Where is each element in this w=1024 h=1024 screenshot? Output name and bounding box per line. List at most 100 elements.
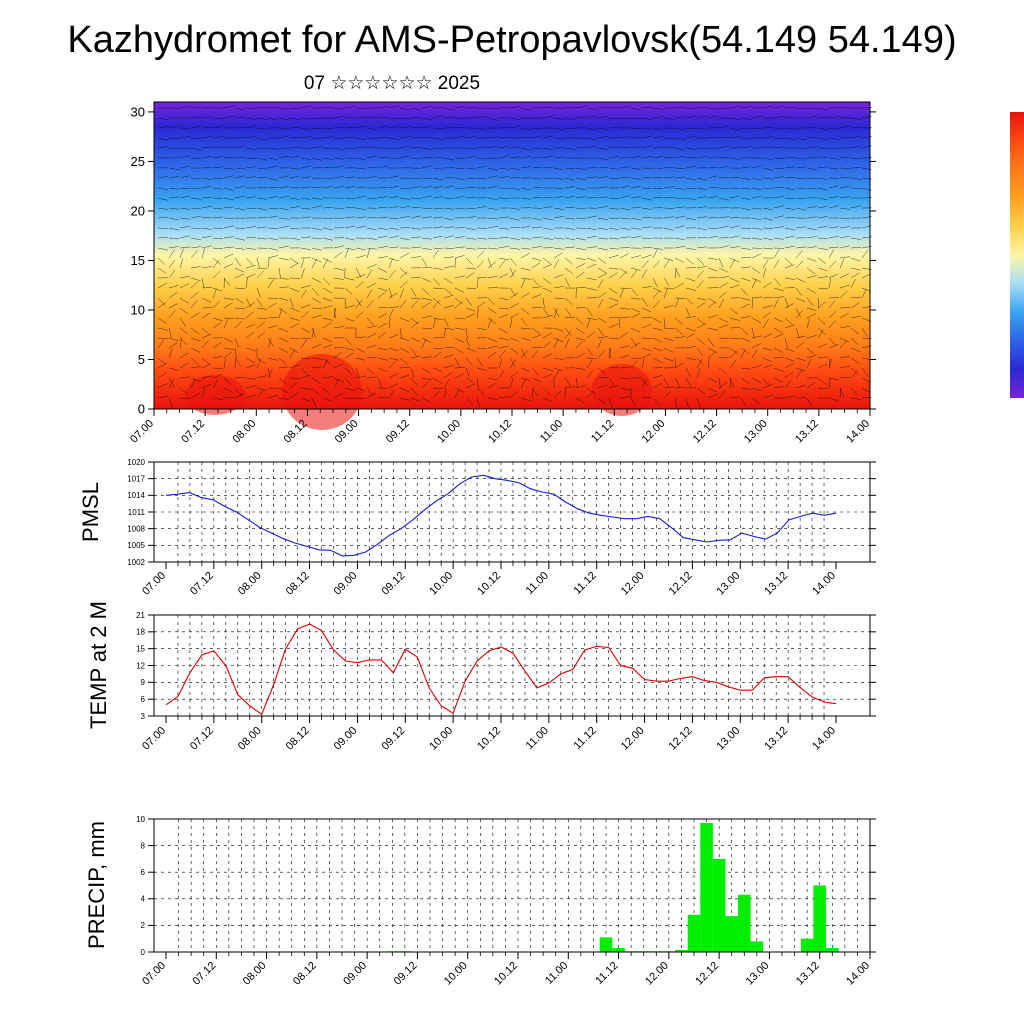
wind-barb xyxy=(520,350,528,359)
wind-barb xyxy=(839,337,850,343)
precip-bar xyxy=(712,858,726,952)
wind-barb xyxy=(762,167,773,171)
wind-barb xyxy=(839,235,850,239)
wind-barb xyxy=(652,156,663,159)
wind-barb xyxy=(366,289,373,299)
wind-barb xyxy=(509,217,520,221)
wind-barb xyxy=(784,395,795,399)
wind-barb xyxy=(289,257,299,265)
wind-barb xyxy=(553,177,564,180)
x-tick-label: 07.00 xyxy=(140,960,168,988)
wind-barb xyxy=(465,257,474,266)
wind-barb xyxy=(157,362,167,369)
wind-barb xyxy=(267,227,279,230)
wind-barb xyxy=(256,357,266,364)
wind-barb xyxy=(179,283,190,289)
wind-barb xyxy=(267,302,277,309)
wind-barb xyxy=(212,257,221,265)
x-tick-label: 10.12 xyxy=(475,570,503,598)
wind-barb xyxy=(421,237,432,240)
wind-barb xyxy=(850,145,861,149)
wind-barb xyxy=(685,187,696,190)
wind-barb xyxy=(674,206,685,209)
wind-barb xyxy=(795,307,801,318)
wind-barb xyxy=(487,307,497,314)
wind-barb xyxy=(399,299,407,309)
wind-barb xyxy=(267,165,278,169)
wind-barb xyxy=(311,357,322,360)
wind-barb xyxy=(674,187,685,190)
wind-barb xyxy=(795,385,806,389)
wind-barb xyxy=(740,297,751,301)
wind-barb xyxy=(201,155,212,159)
wind-barb xyxy=(597,377,609,379)
precip-bar xyxy=(725,916,738,952)
wind-barb xyxy=(619,217,630,220)
wind-barb xyxy=(388,206,399,209)
wind-barb xyxy=(608,366,619,369)
wind-barb xyxy=(487,275,498,279)
wind-barb xyxy=(641,187,653,189)
wind-barb xyxy=(366,237,377,240)
wind-barb xyxy=(399,374,410,379)
wind-barb xyxy=(520,267,531,271)
wind-barb xyxy=(663,156,675,159)
wind-barb xyxy=(377,117,389,119)
wind-barb xyxy=(421,216,432,219)
wind-barb xyxy=(806,107,818,109)
wind-barb xyxy=(333,126,344,129)
wind-barb xyxy=(355,247,366,251)
wind-barb xyxy=(608,316,620,319)
wind-barb xyxy=(597,247,608,251)
wind-barb xyxy=(399,281,408,289)
wind-barb xyxy=(762,347,773,351)
wind-barb xyxy=(641,117,652,120)
wind-barb xyxy=(707,115,718,119)
wind-barb xyxy=(443,379,450,389)
wind-barb xyxy=(487,261,496,269)
wind-barb xyxy=(509,247,520,250)
wind-barb xyxy=(179,246,191,249)
wind-barb xyxy=(795,166,806,169)
wind-barb xyxy=(674,225,685,229)
wind-barb xyxy=(322,397,333,402)
wind-barb xyxy=(498,137,510,139)
wind-barb xyxy=(553,369,560,379)
wind-barb xyxy=(212,259,220,269)
wind-barb xyxy=(399,197,410,200)
wind-barb xyxy=(784,363,795,369)
wind-barb xyxy=(685,177,696,181)
wind-barb xyxy=(553,167,564,171)
wind-barb xyxy=(509,187,520,190)
wind-barb xyxy=(597,176,608,179)
wind-barb xyxy=(300,327,311,333)
wind-barb xyxy=(234,185,245,189)
wind-barb xyxy=(410,147,422,149)
wind-barb xyxy=(377,313,388,319)
wind-barb xyxy=(509,147,521,149)
wind-barb xyxy=(762,187,773,190)
wind-barb xyxy=(487,237,499,240)
wind-barb xyxy=(575,286,587,289)
wind-barb xyxy=(828,344,839,349)
wind-barb xyxy=(641,254,652,259)
wind-barb xyxy=(509,391,518,399)
wind-barb xyxy=(586,387,596,394)
wind-barb xyxy=(289,107,301,109)
x-tick-label: 07.12 xyxy=(179,418,207,446)
wind-barb xyxy=(157,327,168,331)
wind-barb xyxy=(751,317,761,324)
wind-barb xyxy=(388,125,399,129)
wind-barb xyxy=(740,397,747,407)
wind-barb xyxy=(388,227,399,230)
wind-barb xyxy=(355,225,366,229)
wind-barb xyxy=(773,333,784,339)
wind-barb xyxy=(432,347,444,350)
wind-barb xyxy=(311,205,322,209)
wind-barb xyxy=(300,157,311,160)
wind-barb xyxy=(630,342,640,349)
wind-barb xyxy=(773,296,784,299)
wind-barb xyxy=(773,385,784,389)
wind-barb xyxy=(828,337,836,346)
precip-grid xyxy=(154,819,870,952)
